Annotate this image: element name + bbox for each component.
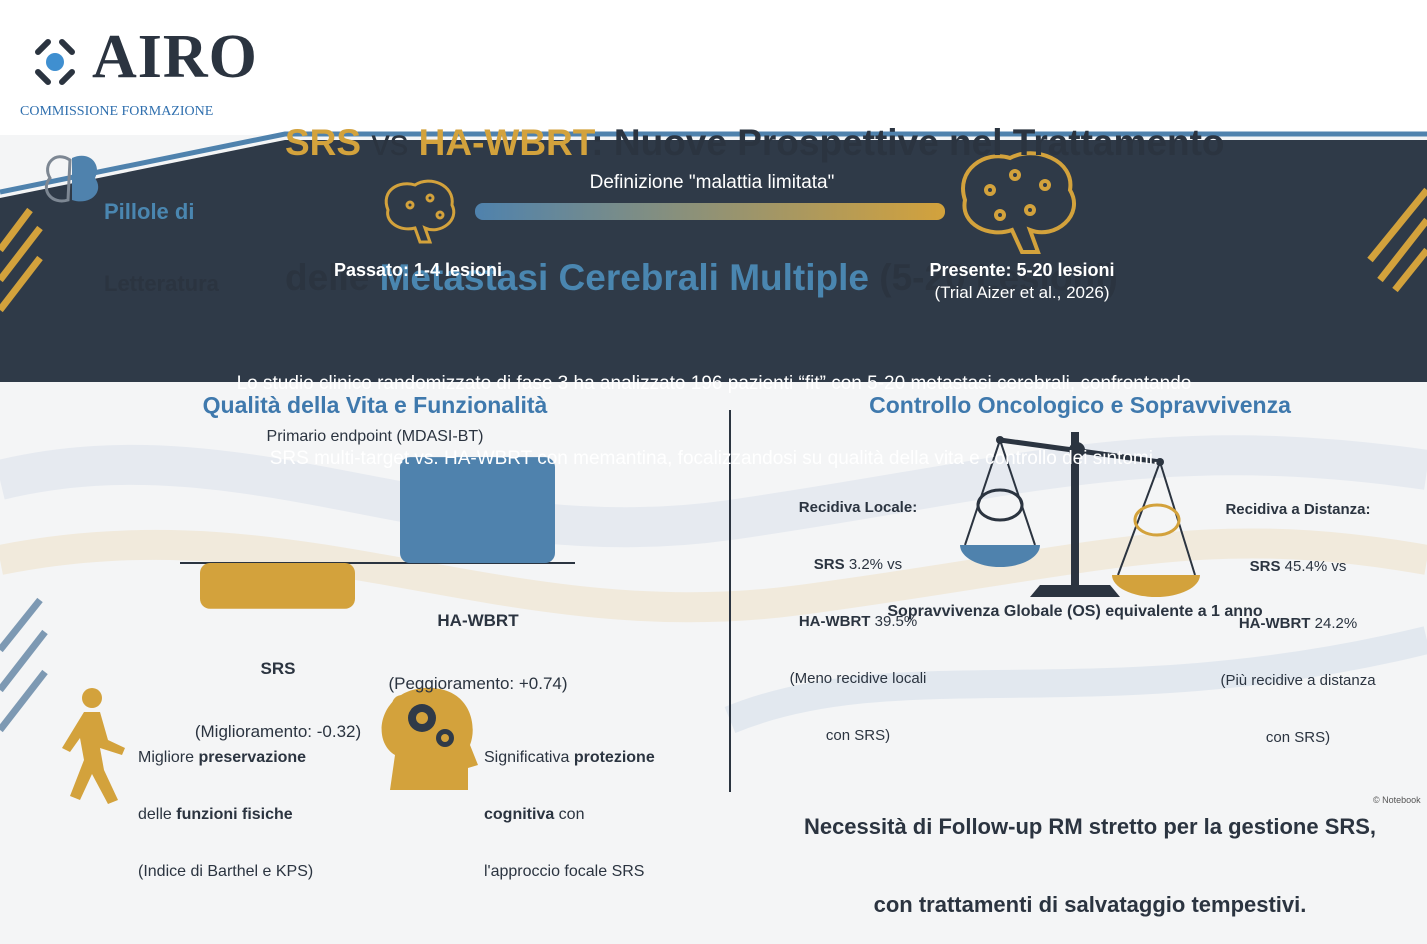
text: 45.4% vs [1280, 558, 1346, 575]
title-part: SRS [285, 122, 361, 163]
text: (Più recidive a distanza [1220, 671, 1375, 690]
logo-subtitle: COMMISSIONE FORMAZIONE [20, 104, 213, 120]
benefit-line: delle funzioni fisiche [138, 805, 313, 824]
survival: Sopravvivenza Globale (OS) equivalente a… [887, 603, 1262, 621]
walker-icon [62, 688, 125, 804]
text: 24.2% [1310, 615, 1357, 632]
text: Recidiva Locale: [790, 498, 927, 517]
badge-line: Letteratura [104, 272, 219, 296]
text: con SRS) [790, 726, 927, 745]
text: protezione [574, 749, 655, 766]
badge: Pillole di Letteratura [104, 152, 219, 320]
bar [200, 563, 355, 609]
bar-label: HA-WBRT (Peggioramento: +0.74) [388, 568, 567, 715]
benefit: Significativa protezione cognitiva con l… [484, 710, 655, 900]
definition-label: Definizione "malattia limitata" [590, 172, 835, 194]
stripes-bottom-left [0, 600, 45, 730]
benefit-line: Migliore preservazione [138, 748, 313, 767]
text: SRS [814, 556, 845, 573]
text: Significativa [484, 749, 574, 766]
chart-title: Primario endpoint (MDASI-BT) [267, 428, 484, 446]
text-line: SRS 45.4% vs [1220, 557, 1375, 576]
category-label: SRS [195, 658, 361, 679]
benefit-line: cognitiva con [484, 805, 655, 824]
text: SRS [1250, 558, 1281, 575]
text: con SRS) [1220, 728, 1375, 747]
title-part: vs [361, 122, 419, 163]
text: (Meno recidive locali [790, 669, 927, 688]
section-title: Qualità della Vita e Funzionalità [203, 392, 548, 419]
text: con [554, 806, 584, 823]
credit: © Notebook [1373, 795, 1421, 805]
text: preservazione [198, 749, 306, 766]
conclusion-line: con trattamenti di salvataggio tempestiv… [804, 892, 1376, 918]
conclusion-line: Necessità di Follow-up RM stretto per la… [804, 814, 1376, 840]
definition-present: Presente: 5-20 lesioni [929, 260, 1114, 281]
summary-line: SRS multi-target vs. HA-WBRT con memanti… [237, 446, 1192, 471]
category-label: HA-WBRT [388, 610, 567, 631]
page: AIRO COMMISSIONE FORMAZIONE SRS vs HA-WB… [0, 0, 1427, 811]
conclusion: Necessità di Follow-up RM stretto per la… [804, 762, 1376, 944]
logo-name: AIRO [92, 22, 258, 93]
text: Migliore [138, 749, 198, 766]
benefit-line: Significativa protezione [484, 748, 655, 767]
text: Recidiva a Distanza: [1220, 500, 1375, 519]
text: delle [138, 806, 176, 823]
text: funzioni fisiche [176, 806, 292, 823]
definition-note: (Trial Aizer et al., 2026) [934, 283, 1109, 303]
value-label: (Peggioramento: +0.74) [388, 673, 567, 694]
text-line: SRS 3.2% vs [790, 555, 927, 574]
badge-line: Pillole di [104, 200, 219, 224]
section-title: Controllo Oncologico e Sopravvivenza [869, 392, 1291, 419]
definition-past: Passato: 1-4 lesioni [334, 260, 502, 281]
benefit-line: l'approccio focale SRS [484, 862, 655, 881]
title-part: HA-WBRT [419, 122, 592, 163]
title-line: SRS vs HA-WBRT: Nuove Prospettive nel Tr… [285, 120, 1225, 165]
benefit: Migliore preservazione delle funzioni fi… [138, 710, 313, 900]
text: 3.2% vs [845, 556, 903, 573]
benefit-line: (Indice di Barthel e KPS) [138, 862, 313, 881]
text: HA-WBRT [799, 613, 871, 630]
text: cognitiva [484, 806, 554, 823]
title-part: : Nuove Prospettive nel Trattamento [591, 122, 1224, 163]
